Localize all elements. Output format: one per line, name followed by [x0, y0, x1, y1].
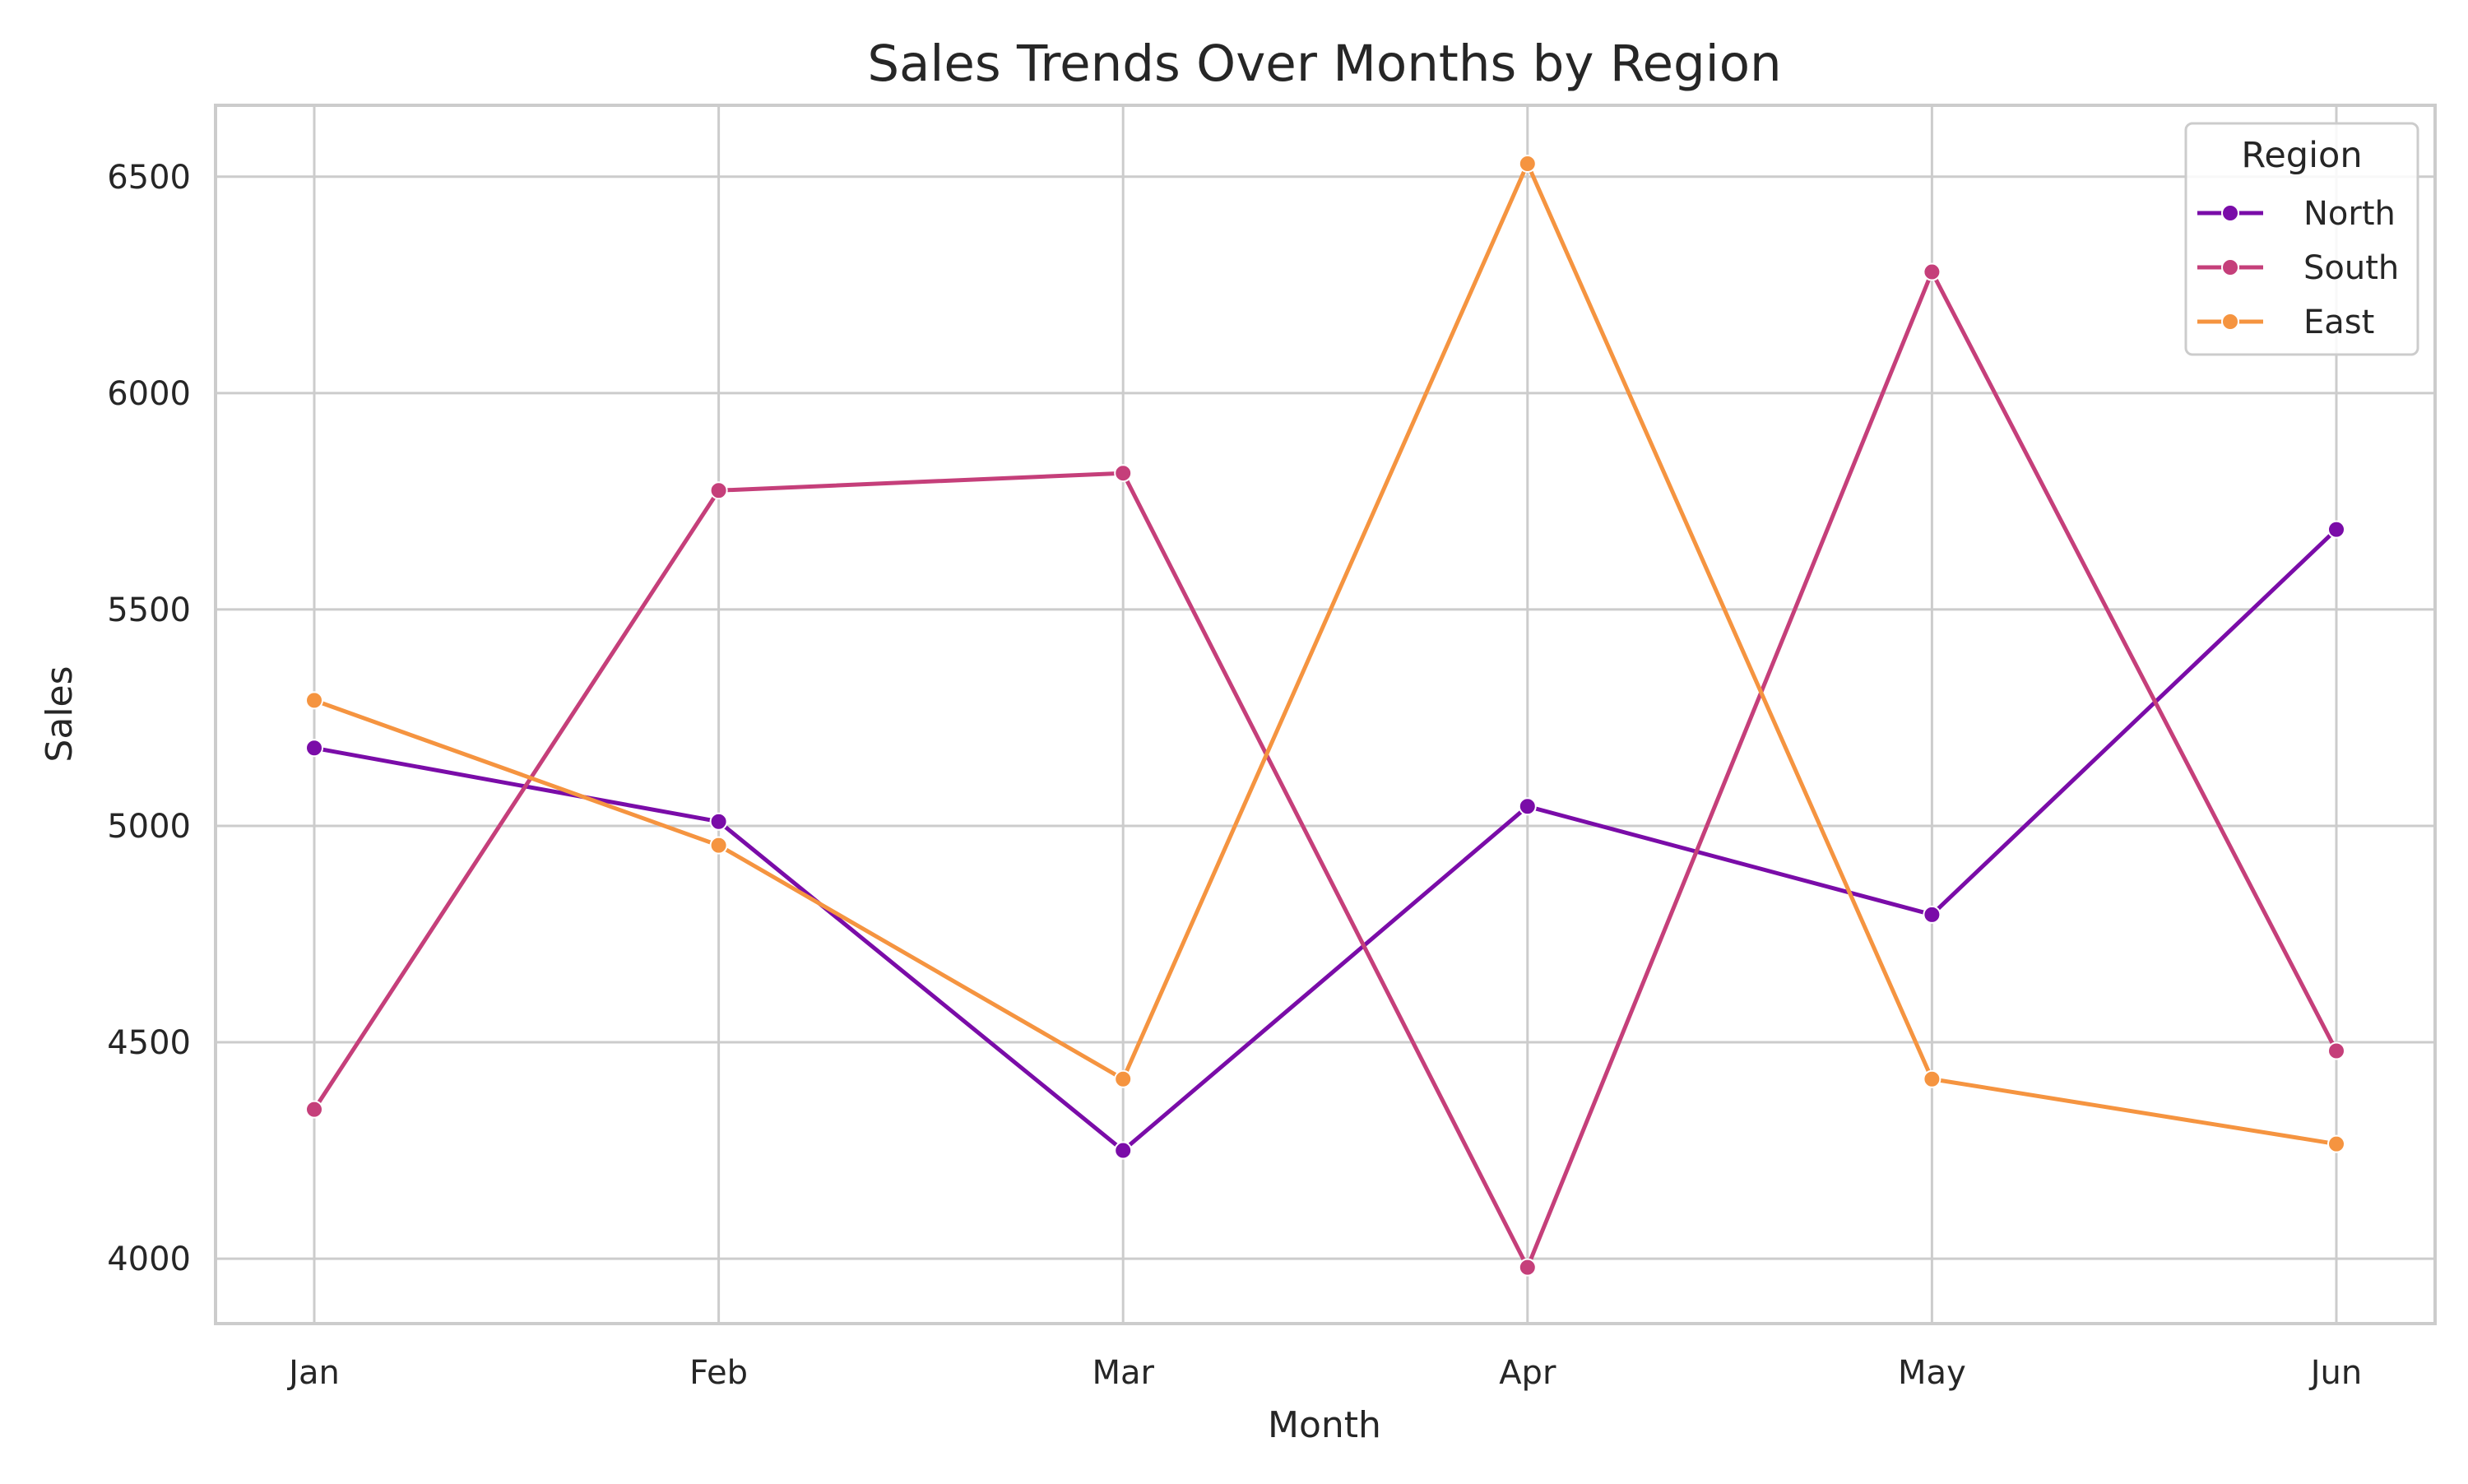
data-point-east — [1114, 1069, 1133, 1088]
y-tick-label: 6000 — [107, 375, 191, 413]
data-point-south — [1114, 464, 1133, 483]
legend-title: Region — [2241, 135, 2362, 176]
data-point-north — [1114, 1141, 1133, 1160]
legend-marker-south — [2221, 258, 2239, 276]
series-line-south — [312, 270, 2339, 1270]
x-axis-label: Month — [1268, 1404, 1381, 1446]
x-tick-label: May — [1898, 1354, 1966, 1392]
plot-frame — [214, 104, 2437, 1325]
data-point-east — [2327, 1134, 2345, 1153]
legend-items: North South East — [2197, 195, 2399, 341]
data-point-north — [2327, 520, 2345, 539]
data-point-north — [305, 739, 323, 758]
data-point-north — [1518, 797, 1537, 816]
legend: Region North South East — [2184, 122, 2419, 356]
y-tick-labels: 4000 4500 5000 5500 6000 6500 — [107, 159, 191, 1278]
x-tick-label: Mar — [1092, 1354, 1154, 1392]
x-tick-labels: Jan Feb Mar Apr May Jun — [286, 1354, 2362, 1392]
chart-title: Sales Trends Over Months by Region — [867, 35, 1781, 93]
series-line-east — [312, 161, 2339, 1147]
y-tick-label: 4000 — [107, 1241, 191, 1278]
series-layer — [305, 155, 2345, 1277]
x-tick-label: Jan — [286, 1354, 340, 1392]
x-tick-label: Apr — [1499, 1354, 1556, 1392]
data-point-east — [305, 691, 323, 710]
data-point-south — [1518, 1258, 1537, 1277]
legend-marker-east — [2221, 313, 2239, 331]
x-tick-label: Jun — [2308, 1354, 2363, 1392]
legend-label-east: East — [2303, 304, 2374, 341]
data-point-south — [2327, 1041, 2345, 1060]
data-point-south — [709, 481, 728, 500]
y-tick-label: 4500 — [107, 1024, 191, 1062]
legend-label-south: South — [2303, 249, 2399, 287]
y-axis-label: Sales — [39, 665, 81, 762]
data-point-north — [709, 812, 728, 831]
y-tick-label: 6500 — [107, 159, 191, 197]
data-point-east — [709, 836, 728, 855]
data-point-north — [1923, 905, 1941, 924]
y-tick-label: 5500 — [107, 591, 191, 629]
data-point-south — [305, 1100, 323, 1119]
data-point-east — [1923, 1069, 1941, 1088]
y-tick-label: 5000 — [107, 808, 191, 846]
legend-marker-north — [2221, 204, 2239, 222]
data-point-east — [1518, 155, 1537, 174]
legend-box — [2184, 122, 2419, 356]
data-point-south — [1923, 262, 1941, 281]
series-line-north — [312, 527, 2339, 1153]
legend-label-north: North — [2303, 195, 2396, 233]
grid — [216, 105, 2435, 1324]
x-tick-label: Feb — [689, 1354, 748, 1392]
